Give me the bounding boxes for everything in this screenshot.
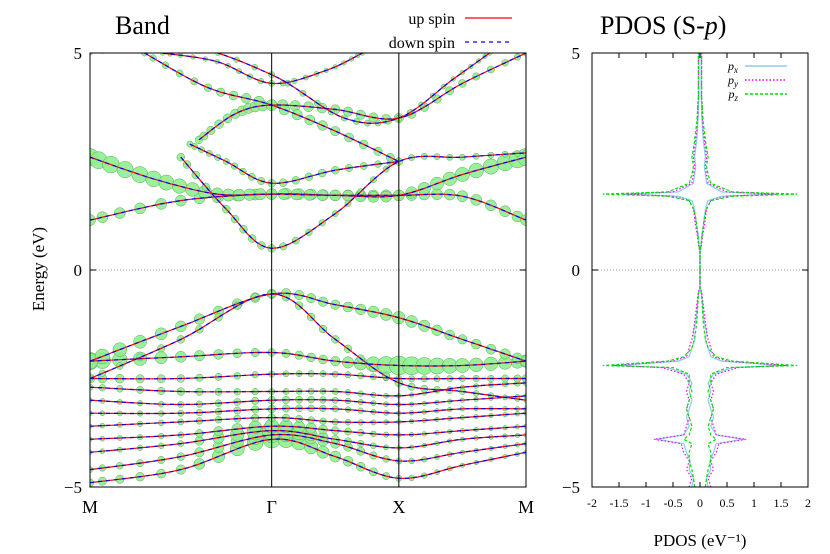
pdos-xtick-label: -0.5 [664, 496, 683, 510]
band-line-down-spin [90, 292, 526, 362]
pdos-curves [602, 53, 798, 488]
pdos-xtick-label: 0.5 [720, 496, 735, 510]
fatband-circle [179, 42, 184, 47]
band-line-down-spin [90, 53, 491, 124]
fatband-circle [520, 214, 526, 226]
pdos-xtick-label: 1.5 [774, 496, 789, 510]
band-title: Band [115, 11, 170, 40]
band-line-down-spin [180, 152, 526, 249]
band-kpath-label: M [82, 497, 98, 517]
band-line-up-spin [90, 293, 526, 401]
pdos-ytick-label: 0 [572, 261, 581, 280]
legend-label-down: down spin [389, 35, 455, 52]
band-y-axis-label: Energy (eV) [29, 227, 48, 311]
pdos-ytick-label: 5 [572, 44, 581, 63]
band-ytick-label: −5 [64, 478, 82, 497]
band-legend: up spin down spin [389, 11, 512, 52]
band-line-down-spin [90, 373, 526, 380]
pdos-title-part: PDOS (S- [600, 11, 705, 40]
pdos-x-axis-label: PDOS (eV⁻¹) [654, 531, 747, 550]
fatband-circle [197, 45, 202, 50]
band-ytick-label: 5 [74, 44, 83, 63]
pdos-panel: -2 -1.5 -1 -0.5 0 0.5 1 1.5 2 5 0 −5 PDOS (S-p) PDO… [562, 11, 811, 550]
pdos-title-part: ) [718, 11, 727, 40]
pdos-legend-label: py [727, 73, 738, 89]
pdos-title-italic: p [703, 11, 718, 40]
pdos-xtick-label: -1 [641, 496, 651, 510]
band-line-down-spin [90, 425, 526, 440]
fatband-circle [138, 43, 143, 48]
band-line-down-spin [90, 351, 526, 367]
band-axis-ticks: 50−5M Γ X M [64, 44, 534, 517]
band-kpath-label: Γ [266, 497, 276, 517]
pdos-curve-pz-down [602, 53, 701, 488]
band-line-down-spin [90, 407, 526, 415]
pdos-xtick-label: 1 [751, 496, 757, 510]
fatband-circle [118, 46, 123, 51]
band-line-down-spin [90, 382, 526, 397]
band-kpath-label: M [518, 497, 534, 517]
band-line-down-spin [90, 438, 526, 484]
pdos-legend-label: px [727, 59, 738, 75]
band-ytick-label: 0 [74, 261, 83, 280]
pdos-xtick-label: 2 [805, 496, 811, 510]
band-line-down-spin [198, 53, 526, 141]
pdos-xtick-label: -2 [587, 496, 597, 510]
band-kpath-label: X [392, 497, 405, 517]
band-kpoint-vertical-lines [271, 53, 400, 487]
pdos-ytick-label: −5 [562, 478, 580, 497]
pdos-xtick-label: -1.5 [610, 496, 629, 510]
fatband-circle [159, 41, 164, 46]
band-line-down-spin [90, 293, 526, 401]
legend-label-up: up spin [408, 11, 455, 28]
pdos-xtick-label: 0 [697, 496, 703, 510]
pdos-axis-ticks: -2 -1.5 -1 -0.5 0 0.5 1 1.5 2 5 0 −5 [562, 44, 811, 510]
band-line-down-spin [90, 395, 526, 406]
band-line-down-spin [90, 430, 526, 453]
band-line-down-spin [90, 412, 526, 427]
band-lines [90, 53, 526, 484]
pdos-legend-label: pz [727, 87, 738, 103]
pdos-title: PDOS (S-p) [600, 11, 726, 40]
pdos-curve-py-down [613, 53, 701, 488]
band-line-down-spin [90, 156, 526, 198]
band-line-down-spin [90, 433, 526, 471]
